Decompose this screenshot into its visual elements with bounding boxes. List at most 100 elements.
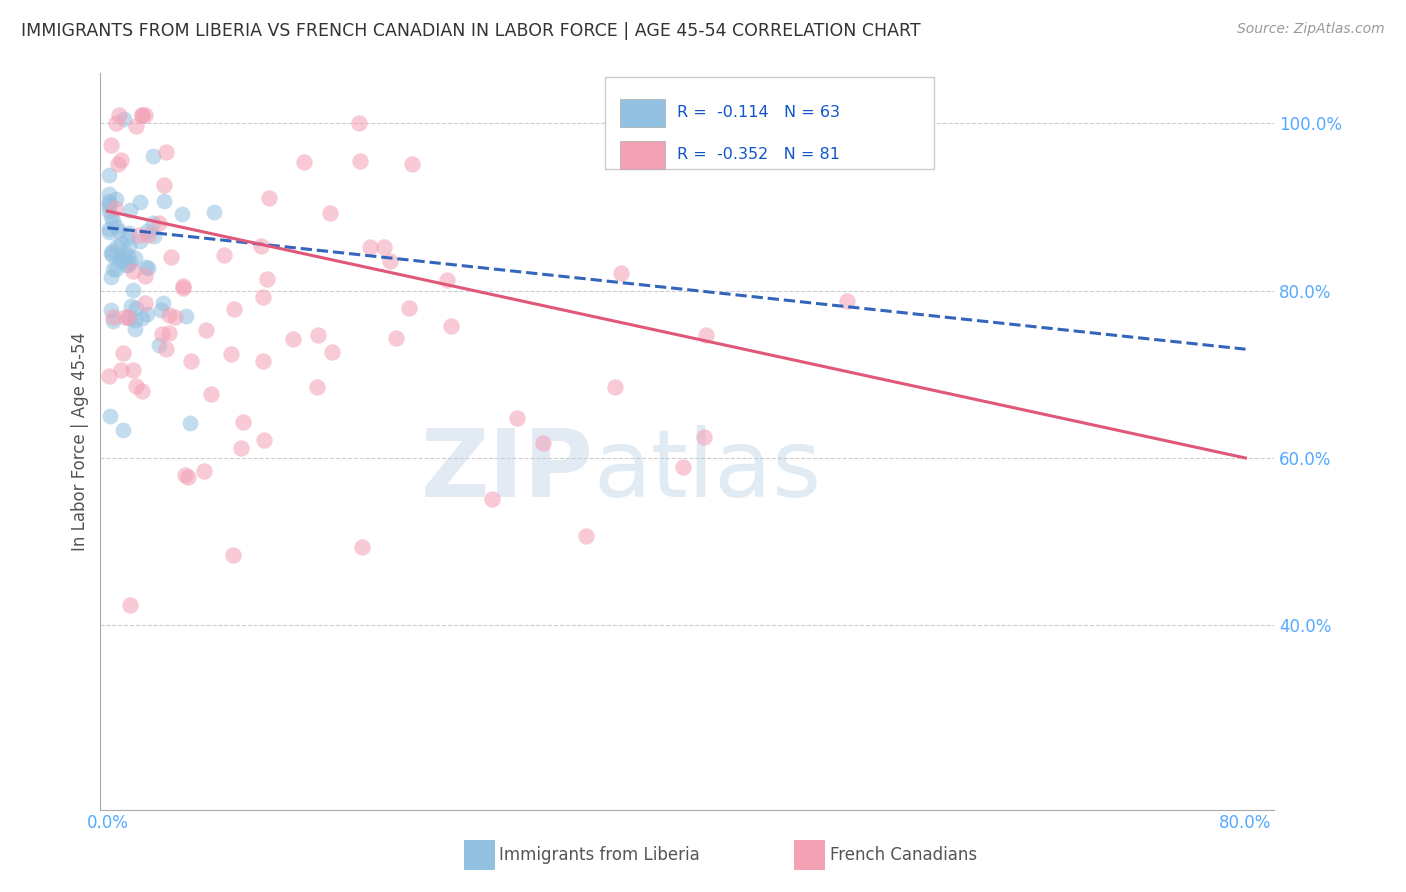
Point [107,224,129,238]
Point [134,268,156,283]
Point [101,313,124,327]
Point [114,245,136,260]
Point [135,260,157,274]
Point [692,429,714,443]
FancyBboxPatch shape [605,77,934,169]
Point [170,207,193,221]
Point [152,295,174,310]
Point [104,261,127,276]
Point [603,380,626,394]
Point [150,326,173,341]
Point [100,137,122,152]
Point [117,249,139,263]
Point [193,464,215,478]
Point [111,423,134,437]
Point [97,194,120,208]
Point [100,302,122,317]
Point [131,384,153,398]
Text: R =  -0.114   N = 63: R = -0.114 N = 63 [676,105,839,120]
Point [163,310,186,325]
Point [128,228,150,243]
Point [148,338,170,352]
Point [112,346,135,360]
Point [179,416,201,430]
Point [385,330,408,344]
Point [129,234,152,248]
Point [115,258,138,272]
Point [105,239,128,253]
Point [98,409,121,424]
Point [100,248,122,262]
Point [108,254,131,268]
Point [249,239,271,253]
Point [100,270,122,285]
Point [98,204,121,219]
Point [531,436,554,450]
Point [349,153,371,168]
Point [108,108,131,122]
Point [101,244,124,258]
Point [136,260,159,275]
Point [229,441,252,455]
Point [117,310,139,325]
Text: atlas: atlas [593,425,821,516]
Point [157,326,180,341]
Point [134,296,156,310]
Point [695,328,717,343]
Point [142,148,165,162]
Point [118,255,141,269]
Point [176,309,198,323]
Text: Source: ZipAtlas.com: Source: ZipAtlas.com [1237,22,1385,37]
Point [252,354,274,368]
Text: IMMIGRANTS FROM LIBERIA VS FRENCH CANADIAN IN LABOR FORCE | AGE 45-54 CORRELATIO: IMMIGRANTS FROM LIBERIA VS FRENCH CANADI… [21,22,921,40]
Point [131,108,153,122]
Point [124,251,146,265]
Point [440,318,463,333]
Point [159,309,181,323]
Point [136,307,159,321]
Point [219,347,242,361]
Point [224,302,246,317]
Point [114,310,136,324]
Point [100,245,122,260]
Point [222,548,245,562]
Point [101,262,124,277]
Point [481,491,503,506]
Point [148,216,170,230]
Point [672,460,695,475]
Point [125,301,148,315]
Point [110,250,132,264]
Point [195,323,218,337]
Point [118,226,141,240]
Point [136,224,159,238]
Point [111,250,134,264]
Point [180,354,202,368]
Point [97,168,120,182]
Point [378,254,401,268]
Point [97,369,120,384]
Point [160,250,183,264]
Point [98,198,121,212]
Point [257,191,280,205]
Point [104,201,127,215]
Point [252,290,274,304]
Point [575,528,598,542]
Point [104,116,127,130]
Point [124,322,146,336]
Point [120,299,142,313]
Point [152,178,174,193]
Point [117,311,139,326]
Point [128,194,150,209]
Point [150,303,173,318]
Point [110,363,132,377]
Point [143,228,166,243]
Point [174,468,197,483]
Point [292,154,315,169]
Point [436,273,458,287]
Point [101,214,124,228]
Point [321,344,343,359]
Text: Immigrants from Liberia: Immigrants from Liberia [499,846,700,864]
Point [281,332,304,346]
Point [107,157,129,171]
Point [506,410,529,425]
